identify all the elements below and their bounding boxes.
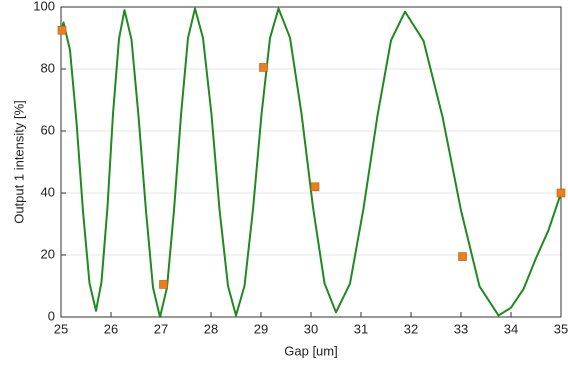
x-tick-label: 32 (404, 321, 418, 336)
y-tick-label: 100 (33, 0, 55, 13)
y-axis-title: Output 1 intensity [%] (11, 100, 26, 224)
data-line (60, 7, 562, 318)
x-tick-label: 26 (104, 321, 118, 336)
x-tick-label: 28 (204, 321, 218, 336)
x-tick-label: 29 (254, 321, 268, 336)
x-tick-label: 25 (54, 321, 68, 336)
x-tick-label: 35 (554, 321, 568, 336)
x-axis-title: Gap [um] (284, 343, 337, 358)
x-tick-label: 30 (304, 321, 318, 336)
data-point (310, 182, 320, 192)
data-point (259, 63, 268, 72)
x-tick-label: 33 (454, 321, 468, 336)
data-point (57, 25, 67, 35)
x-tick-label: 27 (154, 321, 168, 336)
x-tick-label: 31 (354, 321, 368, 336)
data-point (458, 252, 467, 261)
y-tick-label: 20 (41, 246, 55, 261)
y-tick-label: 0 (48, 308, 55, 323)
y-tick-label: 80 (41, 60, 55, 75)
x-tick-label: 34 (504, 321, 518, 336)
data-point (159, 280, 168, 289)
plot-frame (60, 6, 562, 318)
data-point (556, 188, 566, 198)
y-tick-label: 40 (41, 184, 55, 199)
y-tick-label: 60 (41, 122, 55, 137)
